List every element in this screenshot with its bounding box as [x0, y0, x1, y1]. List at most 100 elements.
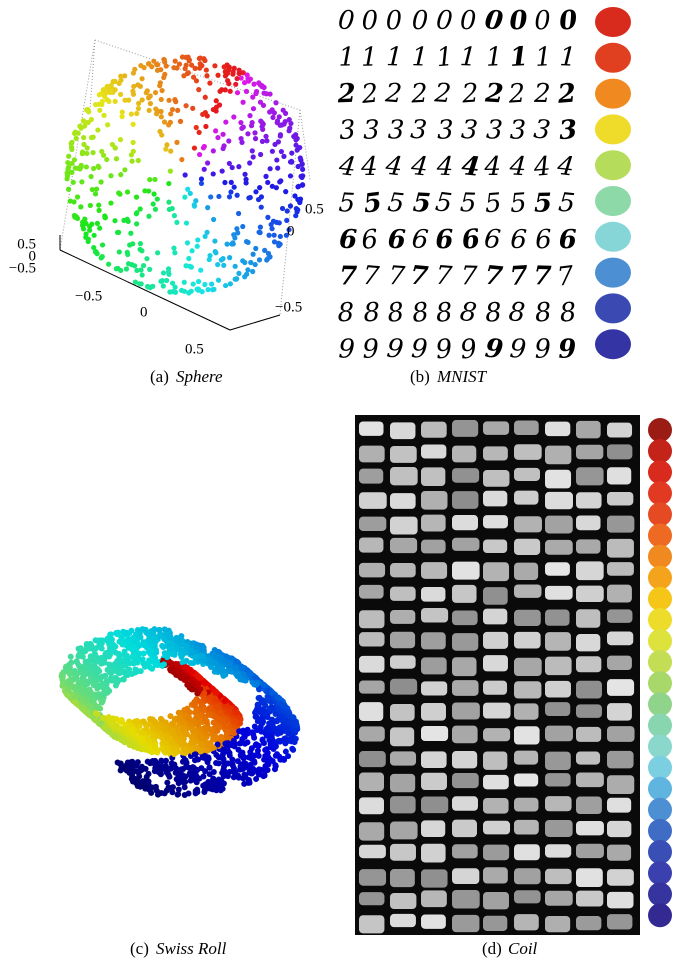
class-color	[595, 186, 631, 216]
roll-point	[160, 644, 166, 650]
roll-point	[178, 736, 184, 742]
roll-point	[164, 780, 170, 786]
roll-point	[182, 712, 188, 718]
roll-point	[207, 705, 213, 711]
roll-point	[242, 741, 248, 747]
object-image	[514, 632, 541, 649]
roll-point	[68, 654, 74, 660]
roll-point	[285, 730, 291, 736]
roll-point	[144, 644, 150, 650]
sphere-point	[263, 134, 268, 139]
object-image	[545, 702, 570, 716]
object-image	[390, 727, 414, 746]
digit-image: 5	[434, 187, 454, 219]
sphere-point	[146, 61, 151, 66]
roll-point	[159, 717, 165, 723]
digit-image: 6	[460, 224, 482, 256]
roll-point	[207, 765, 213, 771]
roll-point	[194, 756, 200, 762]
object-image	[452, 657, 477, 676]
roll-point	[190, 728, 196, 734]
roll-point	[263, 711, 269, 717]
digit-image: 8	[337, 298, 354, 328]
digit-image: 8	[484, 298, 503, 329]
roll-point	[181, 707, 187, 713]
sphere-point	[93, 191, 98, 196]
digit-image: 1	[361, 42, 378, 72]
roll-point	[196, 681, 202, 687]
sphere-point	[274, 185, 279, 190]
sphere-point	[250, 120, 255, 125]
digit-image: 0	[483, 5, 504, 37]
sphere-point	[207, 81, 212, 86]
sphere-point	[247, 160, 252, 165]
class-color	[648, 735, 672, 759]
sphere-point	[251, 106, 256, 111]
caption-name: Swiss Roll	[156, 939, 227, 958]
object-image	[359, 915, 384, 933]
sphere-point	[256, 230, 261, 235]
roll-point	[186, 667, 192, 673]
sphere-point	[211, 171, 216, 176]
object-image	[545, 773, 571, 786]
sphere-point	[234, 226, 239, 231]
sphere-point	[98, 179, 103, 184]
roll-point	[199, 735, 205, 741]
caption-label: (c)	[130, 939, 149, 958]
roll-point	[118, 760, 124, 766]
roll-point	[153, 746, 159, 752]
sphere-point	[193, 198, 198, 203]
sphere-point	[92, 233, 97, 238]
sphere-point	[295, 184, 300, 189]
sphere-point	[138, 241, 143, 246]
roll-point	[146, 740, 152, 746]
object-image	[483, 845, 509, 861]
sphere-point	[182, 280, 187, 285]
sphere-point	[230, 69, 235, 74]
digit-image: 1	[534, 42, 552, 73]
sphere-point	[172, 250, 177, 255]
object-image	[607, 562, 634, 576]
roll-point	[289, 746, 295, 752]
object-image	[514, 773, 538, 786]
digit-image: 1	[411, 42, 428, 72]
roll-point	[205, 759, 211, 765]
digit-image: 1	[559, 42, 577, 73]
object-image	[607, 585, 632, 603]
object-image	[421, 820, 445, 837]
sphere-point	[288, 121, 293, 126]
object-image	[607, 516, 634, 533]
digit-image: 5	[459, 188, 476, 219]
object-image	[452, 562, 480, 580]
sphere-point	[233, 264, 238, 269]
sphere-point	[173, 59, 178, 64]
digit-image: 6	[558, 225, 577, 255]
roll-point	[286, 719, 292, 725]
digit-image: 7	[533, 261, 552, 292]
sphere-point	[89, 117, 94, 122]
digit-image: 8	[534, 297, 553, 328]
roll-point	[74, 671, 80, 677]
roll-point	[175, 668, 181, 674]
sphere-point	[208, 194, 213, 199]
roll-point	[236, 728, 242, 734]
object-image	[359, 585, 384, 599]
roll-point	[91, 655, 97, 661]
digit-image: 2	[409, 79, 428, 110]
sphere-point	[88, 203, 93, 208]
object-image	[359, 822, 384, 840]
sphere-point	[135, 82, 140, 87]
sphere-point	[232, 185, 237, 190]
object-image	[390, 422, 415, 439]
sphere-point	[97, 92, 102, 97]
object-image	[576, 492, 602, 508]
digit-image: 8	[435, 297, 454, 328]
class-color	[648, 650, 672, 674]
sphere-point	[235, 193, 240, 198]
object-image	[607, 444, 632, 459]
roll-point	[128, 742, 134, 748]
object-image	[514, 820, 539, 835]
object-image	[359, 656, 384, 673]
digit-image: 4	[460, 151, 481, 183]
sphere-point	[125, 189, 130, 194]
